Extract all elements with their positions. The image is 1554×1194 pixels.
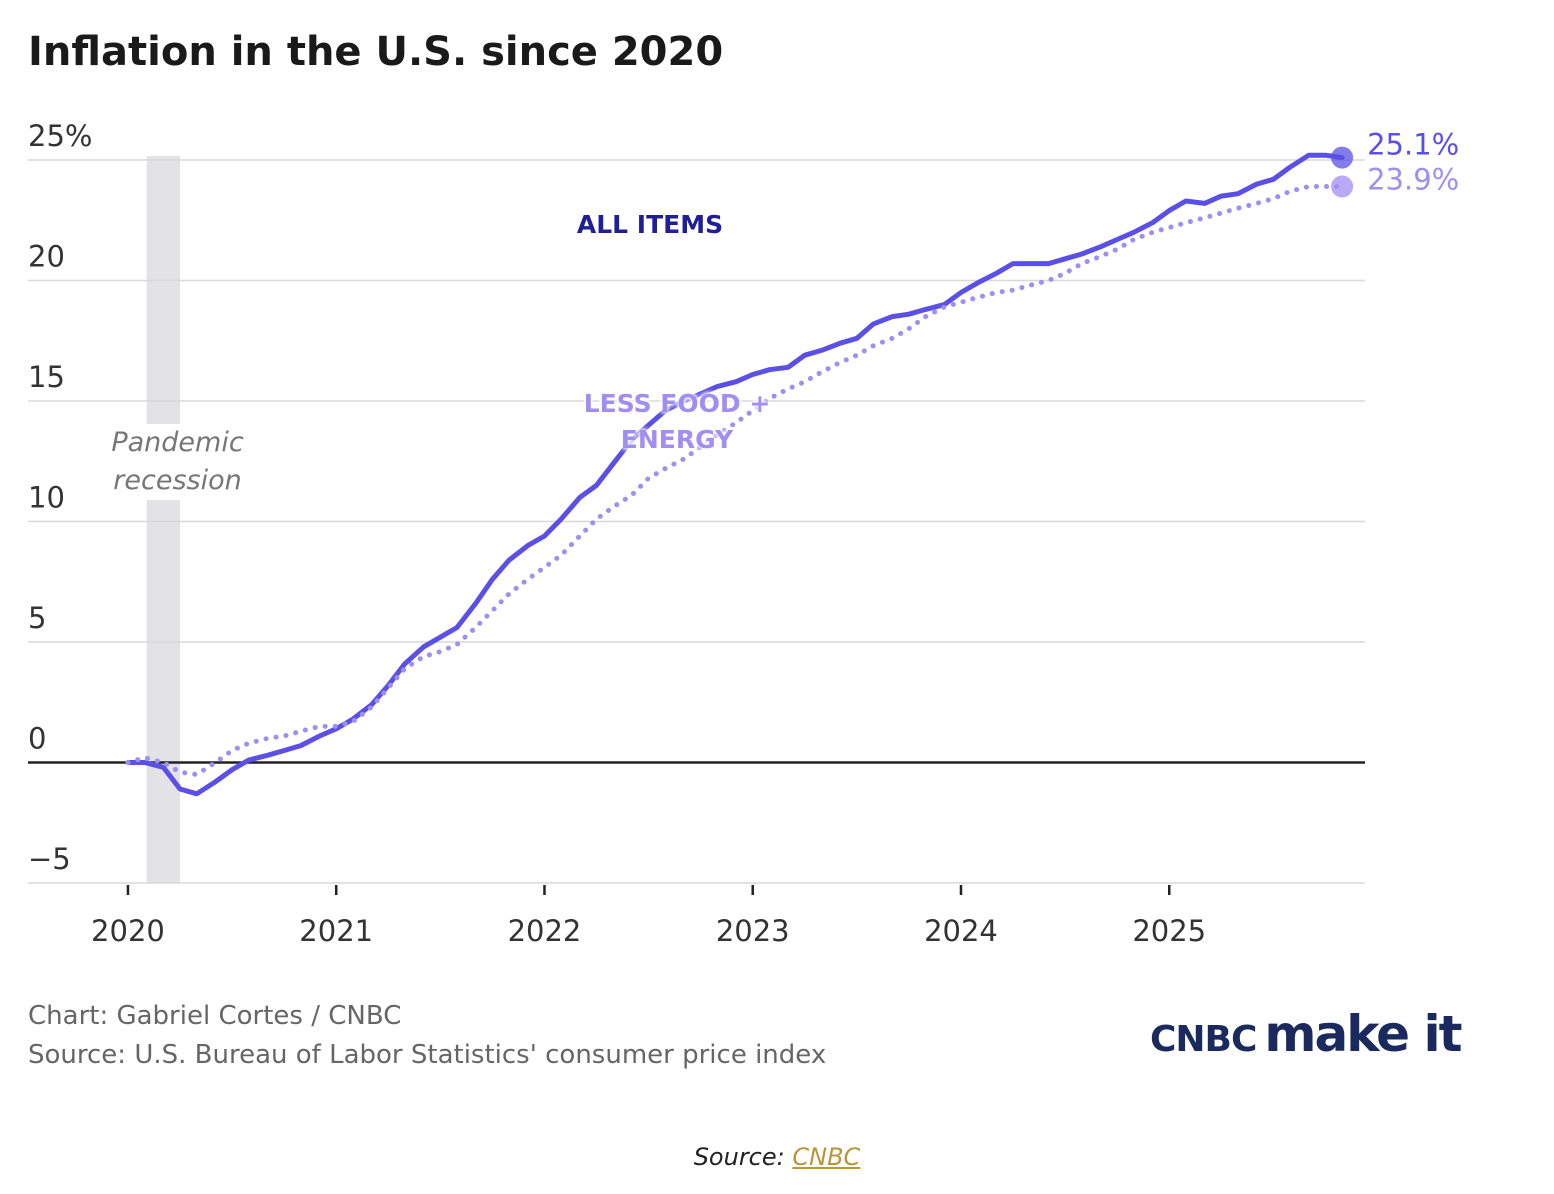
shade-label: Pandemic recession [100, 424, 255, 500]
logo-product: make it [1264, 1005, 1462, 1063]
end-dot [1331, 146, 1354, 169]
x-tick-label: 2023 [716, 914, 790, 948]
series-line [125, 152, 1345, 797]
logo-brand: CNBC [1150, 1019, 1257, 1060]
caption-prefix: Source: [693, 1143, 785, 1171]
x-tick-label: 2025 [1132, 914, 1206, 948]
caption-link[interactable]: CNBC [792, 1143, 861, 1171]
chart-title: Inflation in the U.S. since 2020 [28, 29, 723, 75]
y-tick-label: −5 [28, 842, 71, 876]
end-dot [1331, 175, 1354, 198]
y-tick-label: 0 [28, 722, 46, 756]
x-tick-label: 2020 [91, 914, 165, 948]
series-label: ALL ITEMS [576, 210, 724, 239]
series-line [125, 184, 1345, 777]
y-tick-label: 20 [28, 240, 65, 274]
x-tick-label: 2022 [508, 914, 582, 948]
credit: Chart: Gabriel Cortes / CNBC [28, 1001, 402, 1031]
y-tick-label: 10 [28, 481, 65, 515]
caption: Source: CNBC [0, 1143, 1554, 1171]
y-tick-label: 5 [28, 601, 46, 635]
value-label: 23.9% [1367, 163, 1459, 197]
recession-band [146, 156, 181, 883]
x-tick-label: 2021 [299, 914, 373, 948]
x-tick-label: 2024 [924, 914, 998, 948]
source: Source: U.S. Bureau of Labor Statistics'… [28, 1040, 827, 1070]
y-tick-label: 15 [28, 360, 65, 394]
value-label: 25.1% [1367, 128, 1459, 162]
y-tick-label: 25% [28, 119, 92, 153]
logo: CNBC make it [1150, 1005, 1463, 1063]
series-label: LESS FOOD + ENERGY [583, 389, 771, 454]
